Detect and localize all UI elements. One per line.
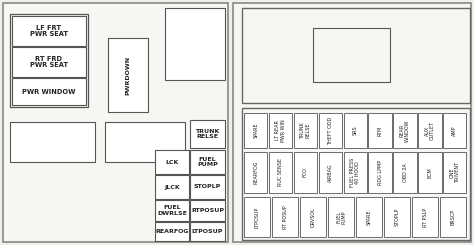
Bar — [12, 16, 86, 46]
Text: RT FRD
PWR SEAT: RT FRD PWR SEAT — [30, 56, 68, 68]
Bar — [272, 197, 299, 237]
Bar — [319, 113, 342, 148]
Text: TRUNK
RELSE: TRUNK RELSE — [300, 122, 310, 139]
Bar — [328, 197, 355, 237]
Bar — [190, 222, 225, 241]
Text: SRS: SRS — [353, 126, 358, 135]
Bar — [393, 152, 417, 193]
Text: FUEL
PUMP: FUEL PUMP — [197, 157, 218, 167]
Text: FCO: FCO — [303, 168, 308, 177]
Text: ECM: ECM — [428, 167, 432, 178]
Bar — [12, 47, 86, 77]
Bar — [190, 175, 225, 199]
Bar — [190, 150, 225, 174]
Bar — [384, 197, 410, 237]
Bar — [108, 38, 148, 112]
Bar — [356, 197, 383, 237]
Bar — [440, 197, 466, 237]
Bar — [190, 120, 225, 148]
Bar — [233, 3, 471, 242]
Bar — [443, 152, 466, 193]
Bar — [190, 200, 225, 221]
Bar — [155, 150, 189, 174]
Bar — [244, 197, 271, 237]
Bar — [244, 152, 267, 193]
Text: ONE
TRIVENT: ONE TRIVENT — [450, 162, 460, 183]
Bar — [319, 152, 342, 193]
Text: LT REAR
PWR WIN: LT REAR PWR WIN — [275, 119, 286, 142]
Bar — [418, 152, 442, 193]
Text: BRSCP: BRSCP — [451, 209, 456, 225]
Bar — [105, 122, 185, 162]
Text: OBD 2A: OBD 2A — [402, 163, 408, 182]
Text: AIRBAG: AIRBAG — [328, 163, 333, 182]
Text: SPARE: SPARE — [253, 123, 258, 138]
Bar — [368, 113, 392, 148]
Bar — [242, 108, 470, 240]
Text: AMP: AMP — [452, 125, 457, 136]
Text: FUEL
PUMP: FUEL PUMP — [336, 210, 346, 224]
Bar — [155, 200, 189, 221]
Text: REARFOG: REARFOG — [253, 161, 258, 184]
Text: LTPOSUP: LTPOSUP — [192, 229, 223, 234]
Text: REARFOG: REARFOG — [155, 229, 189, 234]
Text: RUC SENSE: RUC SENSE — [278, 159, 283, 186]
Bar — [294, 152, 317, 193]
Text: THEFT ODD: THEFT ODD — [328, 116, 333, 145]
Text: LF FRT
PWR SEAT: LF FRT PWR SEAT — [30, 25, 68, 37]
Bar — [10, 122, 95, 162]
Bar — [244, 113, 267, 148]
Bar — [368, 152, 392, 193]
Bar — [418, 113, 442, 148]
Bar — [155, 222, 189, 241]
Text: STOPLP: STOPLP — [194, 184, 221, 189]
Text: DRVSOL: DRVSOL — [311, 207, 316, 227]
Bar — [344, 152, 367, 193]
Text: PWRDOWN: PWRDOWN — [126, 55, 130, 95]
Bar — [3, 3, 228, 242]
Text: TRUNK
RELSE: TRUNK RELSE — [195, 129, 219, 139]
Bar — [269, 152, 292, 193]
Bar — [269, 113, 292, 148]
Bar — [443, 113, 466, 148]
Bar — [300, 197, 327, 237]
Text: PWR WINDOW: PWR WINDOW — [22, 88, 76, 95]
Text: LCK: LCK — [165, 159, 179, 164]
Text: JLCK: JLCK — [164, 184, 180, 189]
Bar — [313, 28, 390, 82]
Bar — [10, 14, 88, 107]
Bar — [155, 175, 189, 199]
Text: AUX
OUTLET: AUX OUTLET — [425, 121, 435, 140]
Text: RTM: RTM — [378, 125, 383, 136]
Bar — [393, 113, 417, 148]
Bar — [12, 78, 86, 105]
Bar — [165, 8, 225, 80]
Text: FUEL
DWRLSE: FUEL DWRLSE — [157, 205, 187, 216]
Text: LTPOSUP: LTPOSUP — [255, 206, 260, 228]
Bar — [242, 8, 470, 103]
Text: RT PSLP: RT PSLP — [423, 208, 428, 227]
Text: REAR
WINDOW: REAR WINDOW — [400, 119, 410, 142]
Text: RTPOSUP: RTPOSUP — [191, 208, 224, 213]
Text: FUEL PRESS
40 HOOD: FUEL PRESS 40 HOOD — [350, 158, 360, 187]
Text: RT POSUP: RT POSUP — [283, 205, 288, 229]
Bar — [344, 113, 367, 148]
Text: SPARE: SPARE — [367, 209, 372, 225]
Bar — [412, 197, 438, 237]
Text: STOPLP: STOPLP — [395, 208, 400, 226]
Bar — [294, 113, 317, 148]
Text: RDG LPMP: RDG LPMP — [378, 160, 383, 185]
